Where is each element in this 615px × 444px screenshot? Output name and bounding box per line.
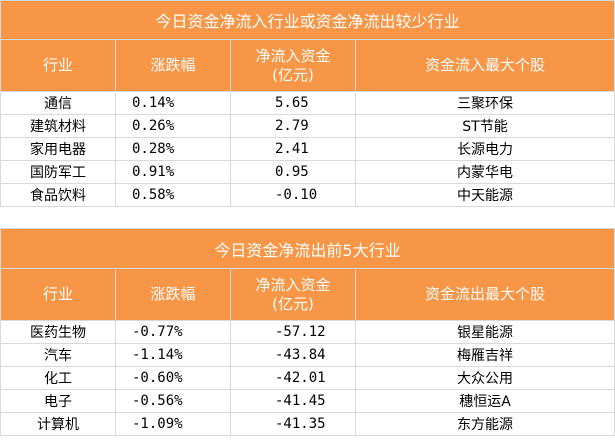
industry-cell: 计算机 <box>0 412 116 436</box>
top-stock-cell: 穗恒运A <box>355 389 615 413</box>
top-stock-cell: ST节能 <box>354 114 615 138</box>
table-row: 建筑材料 0.26% 2.79 ST节能 <box>0 114 615 138</box>
change-cell: -1.14% <box>115 343 231 367</box>
table-row: 化工 -0.60% -42.01 大众公用 <box>0 366 615 390</box>
table-row: 汽车 -1.14% -43.84 梅雁吉祥 <box>0 343 615 367</box>
inflow-title-row: 今日资金净流入行业或资金净流出较少行业 <box>0 0 615 40</box>
outflow-header-row: 行业 涨跌幅 净流入资金 (亿元) 资金流出最大个股 <box>0 268 615 321</box>
industry-cell: 汽车 <box>0 343 116 367</box>
change-cell: 0.26% <box>115 114 231 138</box>
header-net-flow: 净流入资金 (亿元) <box>230 268 356 321</box>
top-stock-cell: 大众公用 <box>355 366 615 390</box>
header-industry: 行业 <box>0 268 116 321</box>
table-row: 电子 -0.56% -41.45 穗恒运A <box>0 389 615 413</box>
industry-cell: 医药生物 <box>0 320 116 344</box>
top-stock-cell: 三聚环保 <box>354 91 615 115</box>
industry-cell: 国防军工 <box>0 160 116 184</box>
industry-cell: 家用电器 <box>0 137 116 161</box>
table-gap <box>0 212 615 228</box>
header-net-flow: 净流入资金 (亿元) <box>230 39 356 92</box>
table-row: 通信 0.14% 5.65 三聚环保 <box>0 91 615 115</box>
top-stock-cell: 中天能源 <box>354 183 615 207</box>
change-cell: 0.28% <box>115 137 231 161</box>
net-flow-cell: -0.10 <box>230 183 356 207</box>
header-top-stock: 资金流出最大个股 <box>355 268 615 321</box>
top-stock-cell: 银星能源 <box>355 320 615 344</box>
net-flow-cell: 2.79 <box>230 114 356 138</box>
industry-cell: 电子 <box>0 389 116 413</box>
change-cell: 0.58% <box>115 183 231 207</box>
table-row: 国防军工 0.91% 0.95 内蒙华电 <box>0 160 615 184</box>
net-flow-cell: -43.84 <box>230 343 356 367</box>
top-stock-cell: 长源电力 <box>354 137 615 161</box>
header-net-flow-line1: 净流入资金 <box>255 46 331 65</box>
change-cell: -1.09% <box>115 412 231 436</box>
table-row: 食品饮料 0.58% -0.10 中天能源 <box>0 183 615 207</box>
header-net-flow-line1: 净流入资金 <box>255 275 331 294</box>
net-flow-cell: -41.35 <box>230 412 356 436</box>
header-net-flow-line2: (亿元) <box>272 65 314 84</box>
change-cell: 0.91% <box>115 160 231 184</box>
header-top-stock: 资金流入最大个股 <box>354 39 615 92</box>
top-stock-cell: 梅雁吉祥 <box>355 343 615 367</box>
net-flow-cell: -41.45 <box>230 389 356 413</box>
change-cell: -0.56% <box>115 389 231 413</box>
change-cell: -0.77% <box>115 320 231 344</box>
top-stock-cell: 内蒙华电 <box>354 160 615 184</box>
table-row: 计算机 -1.09% -41.35 东方能源 <box>0 412 615 436</box>
inflow-table-title: 今日资金净流入行业或资金净流出较少行业 <box>0 0 615 40</box>
industry-cell: 食品饮料 <box>0 183 116 207</box>
header-net-flow-line2: (亿元) <box>272 294 314 313</box>
industry-cell: 通信 <box>0 91 116 115</box>
net-flow-cell: -42.01 <box>230 366 356 390</box>
net-flow-cell: -57.12 <box>230 320 356 344</box>
header-change: 涨跌幅 <box>115 268 231 321</box>
net-flow-cell: 5.65 <box>230 91 356 115</box>
outflow-table-title: 今日资金净流出前5大行业 <box>0 228 615 269</box>
net-flow-cell: 2.41 <box>230 137 356 161</box>
change-cell: -0.60% <box>115 366 231 390</box>
industry-cell: 建筑材料 <box>0 114 116 138</box>
table-row: 家用电器 0.28% 2.41 长源电力 <box>0 137 615 161</box>
inflow-table: 今日资金净流入行业或资金净流出较少行业 行业 涨跌幅 净流入资金 (亿元) 资金… <box>0 0 615 207</box>
outflow-table: 今日资金净流出前5大行业 行业 涨跌幅 净流入资金 (亿元) 资金流出最大个股 … <box>0 228 615 436</box>
table-row: 医药生物 -0.77% -57.12 银星能源 <box>0 320 615 344</box>
net-flow-cell: 0.95 <box>230 160 356 184</box>
change-cell: 0.14% <box>115 91 231 115</box>
outflow-title-row: 今日资金净流出前5大行业 <box>0 228 615 269</box>
inflow-header-row: 行业 涨跌幅 净流入资金 (亿元) 资金流入最大个股 <box>0 39 615 92</box>
industry-cell: 化工 <box>0 366 116 390</box>
top-stock-cell: 东方能源 <box>355 412 615 436</box>
header-change: 涨跌幅 <box>115 39 231 92</box>
header-industry: 行业 <box>0 39 116 92</box>
